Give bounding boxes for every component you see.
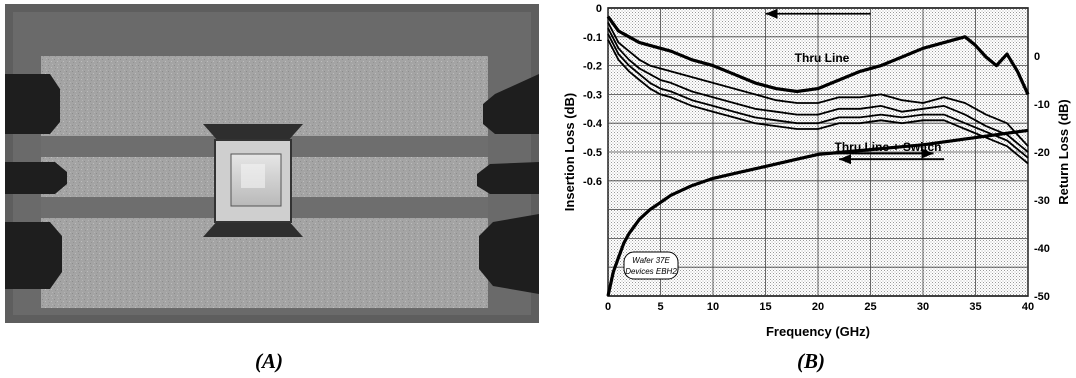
y-axis-label: Insertion Loss (dB) bbox=[562, 93, 577, 211]
y2-axis-label: Return Loss (dB) bbox=[1056, 99, 1071, 204]
series-line-2 bbox=[607, 27, 1029, 153]
series-layer bbox=[606, 15, 1030, 297]
y-tick-label: -0.4 bbox=[583, 118, 603, 130]
series-line-5 bbox=[606, 128, 1029, 297]
arrows bbox=[765, 8, 944, 165]
probe-right-top bbox=[483, 74, 539, 134]
annotation-thru-line-switch: Thru Line + Switch bbox=[834, 140, 941, 154]
switch-bridge bbox=[203, 124, 303, 142]
y-tick-label: 0 bbox=[596, 3, 602, 15]
y2-tick-label: -50 bbox=[1034, 291, 1050, 303]
arrow-head bbox=[921, 148, 934, 159]
x-tick-label: 35 bbox=[969, 301, 981, 313]
y2-tick-label: -30 bbox=[1034, 195, 1050, 207]
arrow-head bbox=[765, 8, 778, 19]
caption-a: (A) bbox=[255, 349, 283, 373]
insertion-return-loss-chart: 0 5 10 15 20 25 30 35 40 0 -0.1 -0.2 -0.3 -0.4 -0.5 -0.… bbox=[562, 3, 1071, 339]
x-tick-label: 15 bbox=[759, 301, 771, 313]
arrow-2 bbox=[828, 148, 934, 159]
wafer-label-box: Wafer 37E Devices EBH2 bbox=[623, 251, 679, 280]
y-tick-label: -0.1 bbox=[583, 32, 602, 44]
x-tick-label: 20 bbox=[812, 301, 824, 313]
x-tick-label: 5 bbox=[657, 301, 663, 313]
x-axis-label: Frequency (GHz) bbox=[766, 324, 870, 339]
series-line-4 bbox=[607, 39, 1029, 165]
x-tick-label: 10 bbox=[707, 301, 719, 313]
grid bbox=[607, 8, 1029, 296]
y-tick-label: -0.5 bbox=[583, 147, 602, 159]
y-tick-label: -0.6 bbox=[583, 176, 602, 188]
x-tick-label: 30 bbox=[917, 301, 929, 313]
arrow-head bbox=[839, 154, 851, 165]
x-tick-label: 25 bbox=[864, 301, 876, 313]
device-photo bbox=[5, 4, 539, 323]
probe-left-bottom bbox=[5, 222, 62, 289]
wafer-label: Wafer 37E bbox=[632, 256, 670, 265]
y-tick-label: -0.2 bbox=[583, 61, 602, 73]
devices-label: Devices EBH2 bbox=[625, 267, 677, 276]
ticks: 0 5 10 15 20 25 30 35 40 0 -0.1 -0.2 -0.3 -0.4 -0.5 -0.… bbox=[583, 3, 1050, 313]
arrow-1 bbox=[839, 154, 944, 165]
y2-tick-label: -20 bbox=[1034, 147, 1050, 159]
series-line-3 bbox=[607, 33, 1029, 159]
caption-b: (B) bbox=[797, 349, 825, 373]
y2-tick-label: -10 bbox=[1034, 99, 1050, 111]
x-tick-label: 40 bbox=[1022, 301, 1034, 313]
y2-tick-label: 0 bbox=[1034, 51, 1040, 63]
probe-left-mid bbox=[5, 162, 67, 194]
ground-plane-top bbox=[41, 56, 488, 136]
probe-right-bottom bbox=[479, 214, 539, 294]
annotation-thru-line: Thru Line bbox=[795, 51, 850, 65]
y2-tick-label: -40 bbox=[1034, 243, 1050, 255]
series-line-0 bbox=[606, 15, 1030, 96]
probe-right-mid bbox=[477, 162, 539, 194]
y-tick-label: -0.3 bbox=[583, 89, 602, 101]
series-line-1 bbox=[607, 21, 1029, 147]
probe-left-top bbox=[5, 74, 60, 134]
x-tick-label: 0 bbox=[605, 301, 611, 313]
arrow-0 bbox=[765, 8, 871, 19]
